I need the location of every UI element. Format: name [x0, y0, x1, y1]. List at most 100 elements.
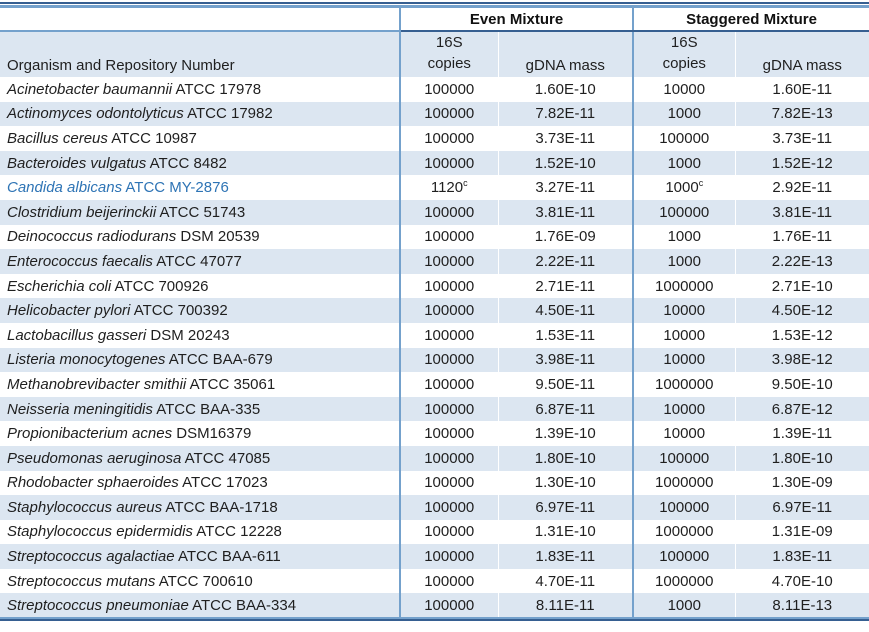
even-16s-copies-value: 100000: [399, 568, 498, 594]
organism-repo: ATCC 700610: [155, 572, 253, 590]
even-gdna-mass-value: 1.76E-09: [497, 224, 633, 250]
organism-name: Acinetobacter baumannii: [7, 80, 173, 98]
organism-repo: ATCC 700392: [130, 302, 228, 320]
organism-repo: ATCC 17023: [178, 474, 268, 492]
even-gdna-mass-value: 1.30E-10: [497, 470, 633, 496]
organism-cell: Listeria monocytogenes ATCC BAA-679: [0, 348, 400, 373]
even-gdna-mass-value: 2.71E-11: [497, 273, 633, 299]
even-gdna-mass-value: 3.73E-11: [497, 126, 633, 151]
organism-repo: ATCC BAA-679: [165, 351, 273, 369]
staggered-copies-label: copies: [662, 55, 706, 72]
organism-name: Streptococcus pneumoniae: [7, 596, 189, 614]
even-copies-label: copies: [427, 55, 471, 72]
organism-name: Listeria monocytogenes: [7, 351, 166, 369]
organism-cell: Staphylococcus aureus ATCC BAA-1718: [0, 495, 400, 520]
staggered-16s-copies-value: 10000: [632, 421, 735, 446]
organism-cell: Staphylococcus epidermidis ATCC 12228: [0, 520, 400, 545]
even-16s-copies-value: 100000: [399, 445, 498, 471]
staggered-gdna-mass-value: 2.92E-11: [734, 175, 869, 200]
even-16s-copies-value: 100000: [399, 396, 498, 422]
organism-name: Lactobacillus gasseri: [7, 326, 147, 344]
even-gdna-mass-value: 6.87E-11: [497, 396, 633, 422]
table-row: Clostridium beijerinckii ATCC 51743 1000…: [0, 199, 869, 225]
even-gdna-mass-value: 1.39E-10: [497, 421, 633, 446]
even-gdna-mass-value: 4.70E-11: [497, 568, 633, 594]
organism-name: Bacillus cereus: [7, 129, 108, 147]
even-16s-copies-value: 100000: [399, 249, 498, 274]
organism-cell: Streptococcus agalactiae ATCC BAA-611: [0, 544, 400, 569]
organism-name: Methanobrevibacter smithii: [7, 375, 187, 393]
organism-repo: ATCC 51743: [156, 203, 246, 221]
organism-repo: ATCC BAA-335: [152, 400, 261, 418]
even-16s-copies-value: 100000: [399, 322, 498, 348]
organism-repo: DSM16379: [172, 425, 252, 443]
even-gdna-mass-value: 1.31E-10: [497, 519, 633, 545]
staggered-gdna-mass-value: 3.98E-12: [734, 347, 869, 373]
organism-cell: Helicobacter pylori ATCC 700392: [0, 298, 400, 323]
even-gdna-mass-value: 1.52E-10: [497, 150, 633, 176]
organism-cell: Enterococcus faecalis ATCC 47077: [0, 249, 400, 274]
table-row: Streptococcus mutans ATCC 700610 100000 …: [0, 568, 869, 594]
organism-name: Streptococcus mutans: [7, 572, 156, 590]
staggered-gdna-mass-value: 1.30E-09: [734, 470, 869, 496]
table-row: Bacteroides vulgatus ATCC 8482 100000 1.…: [0, 150, 869, 176]
staggered-16s-copies-value: 10000: [632, 77, 735, 102]
staggered-16s-copies-value: 10000: [632, 396, 735, 422]
table-row: Actinomyces odontolyticus ATCC 17982 100…: [0, 101, 869, 127]
organism-cell: Streptococcus mutans ATCC 700610: [0, 569, 400, 594]
table-row: Streptococcus agalactiae ATCC BAA-611 10…: [0, 544, 869, 569]
even-16s-copies-value: 100000: [399, 544, 498, 569]
even-gdna-mass-value: 8.11E-11: [497, 593, 633, 619]
staggered-gdna-mass-value: 1.76E-11: [734, 224, 869, 250]
even-mixture-header: Even Mixture: [399, 8, 633, 32]
table-row: Staphylococcus aureus ATCC BAA-1718 1000…: [0, 495, 869, 520]
staggered-16s-copies-value: 10000: [632, 347, 735, 373]
staggered-gdna-mass-value: 8.11E-13: [734, 593, 869, 619]
even-16s-copies-value: 100000: [399, 150, 498, 176]
even-16s-copies-value: 100000: [399, 199, 498, 225]
even-16s-copies-value: 1120c: [399, 175, 498, 200]
organism-cell: Methanobrevibacter smithii ATCC 35061: [0, 372, 400, 397]
table-row: Methanobrevibacter smithii ATCC 35061 10…: [0, 372, 869, 397]
staggered-gdna-mass-value: 1.60E-11: [734, 77, 869, 102]
organism-cell: Deinococcus radiodurans DSM 20539: [0, 225, 400, 250]
staggered-gdna-mass-value: 6.87E-12: [734, 396, 869, 422]
even-16s-copies-value: 100000: [399, 298, 498, 323]
table-row: Staphylococcus epidermidis ATCC 12228 10…: [0, 519, 869, 545]
organism-name: Escherichia coli: [7, 277, 112, 295]
table-body: Acinetobacter baumannii ATCC 17978 10000…: [0, 77, 869, 619]
organism-repo: ATCC 47077: [152, 252, 242, 270]
organism-cell: Bacillus cereus ATCC 10987: [0, 126, 400, 151]
empty-corner-cell: [0, 8, 400, 32]
staggered-16s-copies-value: 1000: [632, 150, 735, 176]
table-row: Lactobacillus gasseri DSM 20243 100000 1…: [0, 322, 869, 348]
staggered-gdna-mass-value: 2.71E-10: [734, 273, 869, 299]
table-row: Helicobacter pylori ATCC 700392 100000 4…: [0, 298, 869, 323]
even-gdna-mass-value: 1.80E-10: [497, 445, 633, 471]
even-gdna-mass-value: 7.82E-11: [497, 101, 633, 127]
staggered-16s-copies-value: 1000000: [632, 519, 735, 545]
staggered-gdna-mass-value: 4.70E-10: [734, 568, 869, 594]
organism-data-table: Even Mixture Staggered Mixture Organism …: [0, 8, 869, 620]
organism-repo: ATCC 8482: [146, 154, 227, 172]
staggered-gdna-mass-value: 1.31E-09: [734, 519, 869, 545]
bottom-navy-rule: [0, 619, 869, 622]
staggered-16s-copies-value: 100000: [632, 495, 735, 520]
even-gdna-mass-value: 1.60E-10: [497, 77, 633, 102]
organism-cell: Escherichia coli ATCC 700926: [0, 274, 400, 299]
staggered-16s-copies-value: 10000: [632, 298, 735, 323]
staggered-gdna-mass-value: 1.83E-11: [734, 544, 869, 569]
column-header-row: Organism and Repository Number 16S copie…: [0, 31, 869, 77]
table-row: Propionibacterium acnes DSM16379 100000 …: [0, 421, 869, 446]
staggered-gdna-mass-value: 9.50E-10: [734, 372, 869, 397]
organism-repo: ATCC 17982: [183, 105, 273, 123]
even-16s-copies-value: 100000: [399, 519, 498, 545]
even-gdna-mass-header: gDNA mass: [497, 31, 633, 77]
organism-name: Staphylococcus aureus: [7, 498, 163, 516]
organism-column-header: Organism and Repository Number: [7, 57, 235, 74]
staggered-16s-copies-value: 100000: [632, 445, 735, 471]
even-16s-copies-value: 100000: [399, 593, 498, 619]
organism-name: Rhodobacter sphaeroides: [7, 474, 179, 492]
organism-cell: Bacteroides vulgatus ATCC 8482: [0, 151, 400, 176]
even-16s-copies-value: 100000: [399, 126, 498, 151]
